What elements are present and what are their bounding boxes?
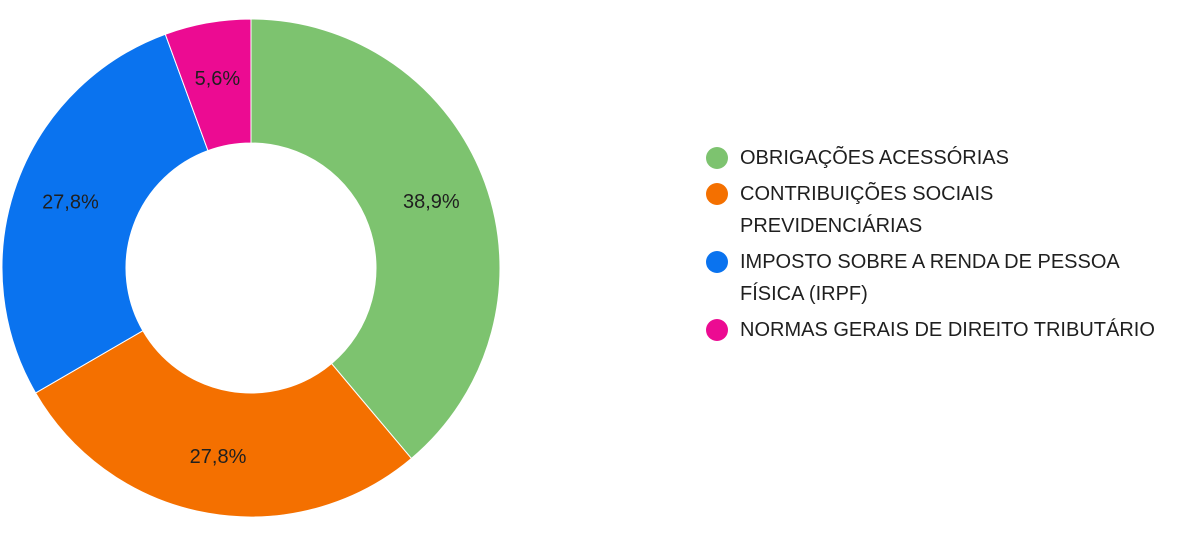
- legend-label-3: NORMAS GERAIS DE DIREITO TRIBUTÁRIO: [740, 319, 1155, 341]
- donut-chart: 38,9% 27,8% 27,8% 5,6%: [1, 18, 501, 518]
- donut-slice-3: [164, 18, 252, 152]
- legend-item-0: OBRIGAÇÕES ACESSÓRIAS: [706, 142, 1186, 174]
- legend-item-2: IMPOSTO SOBRE A RENDA DE PESSOA FÍSICA (…: [706, 246, 1186, 310]
- legend-label-0: OBRIGAÇÕES ACESSÓRIAS: [740, 147, 1009, 169]
- legend-swatch-0: [706, 147, 728, 169]
- donut-slice-1: [34, 330, 413, 518]
- legend-swatch-3: [706, 319, 728, 341]
- legend-swatch-1: [706, 183, 728, 205]
- legend: OBRIGAÇÕES ACESSÓRIAS CONTRIBUIÇÕES SOCIA…: [706, 142, 1186, 350]
- donut-slice-2: [1, 33, 209, 394]
- legend-label-2: IMPOSTO SOBRE A RENDA DE PESSOA FÍSICA (…: [740, 251, 1119, 305]
- legend-label-1: CONTRIBUIÇÕES SOCIAIS PREVIDENCIÁRIAS: [740, 183, 994, 237]
- donut-slice-0: [250, 18, 501, 460]
- slice-value-label-2: 27,8%: [42, 192, 99, 214]
- legend-item-3: NORMAS GERAIS DE DIREITO TRIBUTÁRIO: [706, 314, 1186, 346]
- slice-value-label-3: 5,6%: [195, 68, 241, 90]
- legend-item-1: CONTRIBUIÇÕES SOCIAIS PREVIDENCIÁRIAS: [706, 178, 1186, 242]
- legend-swatch-2: [706, 251, 728, 273]
- slice-value-label-1: 27,8%: [190, 446, 247, 468]
- slice-value-label-0: 38,9%: [403, 191, 460, 213]
